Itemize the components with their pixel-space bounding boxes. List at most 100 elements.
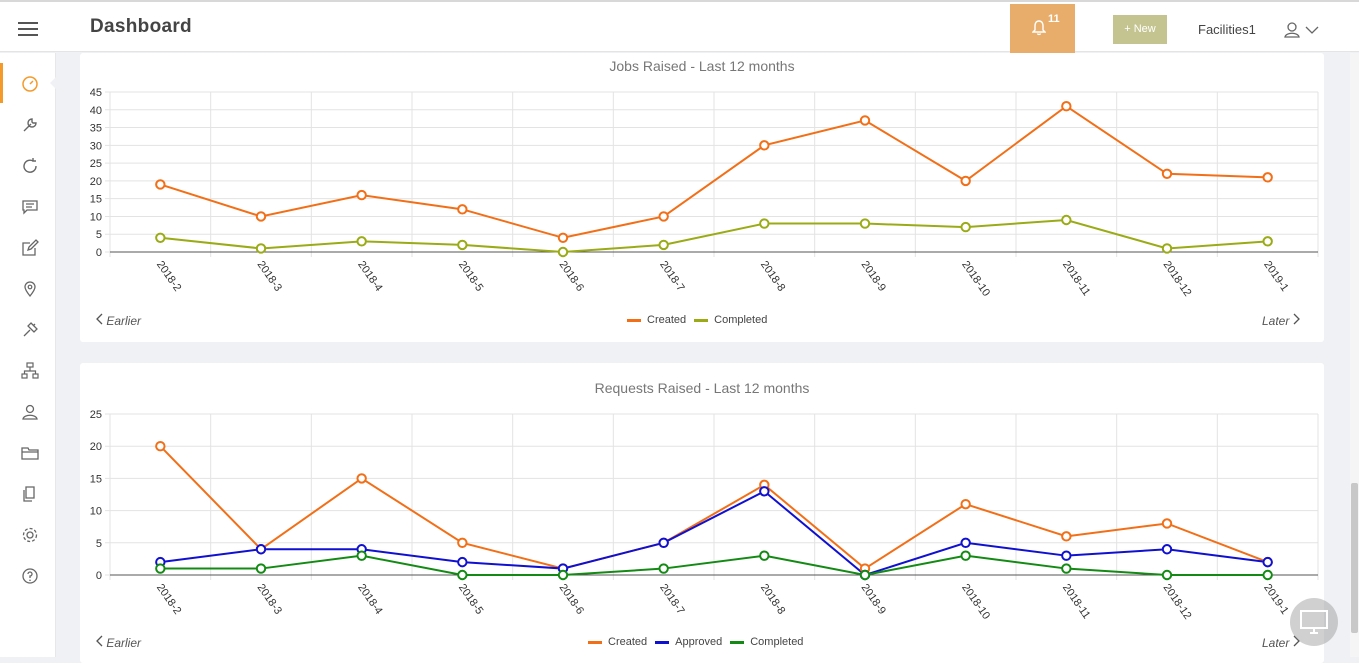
data-point-created (759, 140, 770, 151)
legend-swatch (730, 640, 745, 644)
y-tick-label: 15 (90, 473, 102, 485)
data-point-completed (255, 243, 267, 254)
hamburger-menu-icon[interactable] (18, 22, 38, 36)
data-point-completed (1161, 243, 1173, 254)
top-bar: Dashboard 11 + New Facilities1 (0, 0, 1359, 54)
earlier-label: Earlier (106, 636, 142, 650)
refresh-icon[interactable] (21, 157, 39, 175)
x-tick-label: 2018-7 (657, 259, 686, 294)
data-point-approved (658, 537, 669, 549)
tools-icon[interactable] (21, 321, 39, 339)
scrollbar-thumb[interactable] (1351, 483, 1358, 633)
y-tick-label: 45 (90, 87, 102, 99)
data-point-created (356, 473, 367, 484)
y-tick-label: 5 (96, 538, 102, 550)
x-tick-label: 2018-5 (456, 582, 485, 617)
x-tick-label: 2018-4 (355, 582, 384, 617)
data-point-approved (255, 544, 267, 555)
data-point-created (1061, 101, 1072, 112)
data-point-completed (155, 563, 166, 574)
y-tick-label: 15 (90, 194, 102, 206)
user-name[interactable]: Facilities1 (1198, 22, 1256, 37)
edit-icon[interactable] (21, 239, 39, 257)
data-point-completed (1061, 214, 1072, 226)
user-menu[interactable] (1284, 22, 1320, 43)
series-line-created (160, 104, 1268, 239)
legend-item-created[interactable]: Created (588, 636, 647, 648)
data-point-completed (960, 550, 971, 561)
legend-item-approved[interactable]: Approved (655, 636, 722, 648)
data-point-completed (557, 246, 569, 258)
earlier-link[interactable]: Earlier (95, 635, 141, 650)
later-label: Later (1262, 636, 1290, 650)
legend-label: Completed (750, 636, 804, 648)
x-tick-label: 2018-6 (557, 259, 586, 294)
x-tick-label: 2018-3 (255, 582, 284, 617)
x-tick-label: 2018-2 (154, 582, 183, 617)
screen-share-button[interactable] (1290, 598, 1338, 646)
data-point-completed (457, 239, 468, 251)
data-point-created (960, 498, 971, 510)
x-tick-label: 2018-7 (657, 582, 686, 617)
earlier-label: Earlier (106, 314, 142, 328)
legend-item-created[interactable]: Created (627, 314, 686, 326)
y-tick-label: 40 (90, 105, 102, 117)
legend-swatch (627, 318, 641, 322)
y-tick-label: 30 (90, 140, 102, 152)
x-tick-label: 2018-2 (154, 259, 183, 294)
data-point-created (1161, 168, 1173, 179)
later-label: Later (1262, 314, 1290, 328)
contacts-icon[interactable] (21, 403, 39, 421)
folder-icon[interactable] (21, 444, 39, 462)
data-point-approved (1061, 550, 1072, 561)
data-point-completed (457, 569, 468, 581)
help-icon[interactable] (21, 567, 39, 585)
data-point-created (557, 232, 569, 243)
jobs-raised-panel: Jobs Raised - Last 12 months 0 5 10 15 20 25 3… (80, 53, 1324, 342)
data-point-created (457, 204, 468, 215)
chart-legend: Created Completed (627, 314, 767, 326)
data-point-completed (557, 569, 569, 581)
data-point-created (1161, 518, 1173, 529)
documents-icon[interactable] (21, 485, 39, 503)
data-point-completed (859, 218, 871, 229)
x-tick-label: 2018-11 (1060, 582, 1093, 621)
legend-item-completed[interactable]: Completed (730, 636, 803, 648)
page-title: Dashboard (90, 16, 192, 37)
data-point-completed (759, 550, 770, 561)
chat-icon[interactable] (21, 198, 39, 216)
data-point-completed (356, 550, 367, 561)
wrench-icon[interactable] (21, 116, 39, 134)
data-point-completed (1262, 569, 1273, 581)
earlier-link[interactable]: Earlier (95, 313, 141, 328)
x-tick-label: 2018-9 (859, 259, 888, 294)
chart-title: Jobs Raised - Last 12 months (609, 58, 795, 74)
data-point-created (1262, 172, 1273, 183)
legend-label: Created (647, 314, 687, 326)
y-tick-label: 0 (96, 570, 102, 582)
data-point-approved (759, 486, 770, 497)
series-line-completed (160, 218, 1268, 254)
data-point-created (1061, 531, 1072, 542)
location-icon[interactable] (21, 280, 39, 298)
legend-swatch (694, 318, 709, 322)
notifications-button[interactable]: 11 (1010, 4, 1075, 54)
data-point-completed (1262, 236, 1273, 247)
dashboard-icon[interactable] (21, 75, 39, 93)
sidebar (0, 53, 57, 657)
later-link[interactable]: Later (1262, 635, 1301, 650)
data-point-completed (356, 236, 367, 247)
y-tick-label: 25 (90, 409, 102, 421)
data-point-created (155, 441, 166, 452)
later-link[interactable]: Later (1262, 313, 1301, 328)
x-tick-label: 2018-9 (859, 582, 888, 617)
hierarchy-icon[interactable] (21, 362, 39, 380)
x-tick-label: 2018-4 (355, 259, 384, 294)
series-line-created (159, 445, 1269, 570)
new-button[interactable]: + New (1113, 15, 1167, 44)
legend-item-completed[interactable]: Completed (694, 314, 767, 326)
chevron-right-icon (1293, 635, 1300, 647)
page-scrollbar[interactable] (1350, 53, 1359, 657)
settings-icon[interactable] (21, 526, 39, 544)
jobs-raised-chart: 0 5 10 15 20 25 30 35 40 45 2018-2 2018-3 2018-4 2018… (90, 87, 1319, 299)
